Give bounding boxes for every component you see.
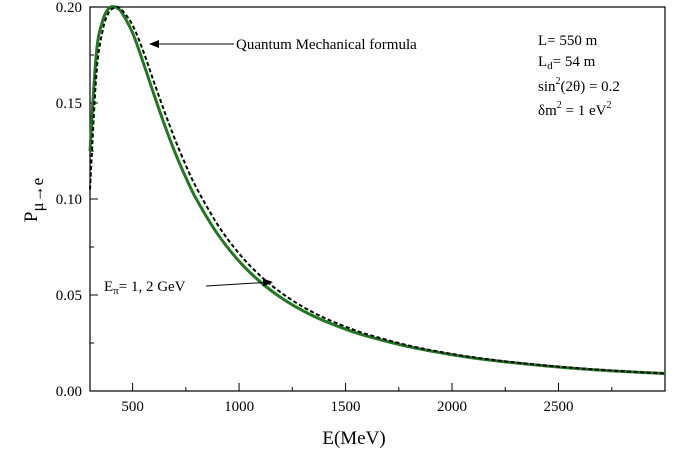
series-line-dashed [89, 5, 666, 375]
epi-annotation-label: Eπ= 1, 2 GeV [104, 279, 186, 297]
param-length: L= 550 m [538, 33, 598, 49]
x-axis-title: E(MeV) [322, 428, 385, 449]
y-tick-label: 0.20 [56, 0, 82, 16]
x-tick-label: 2500 [544, 399, 574, 415]
param-mixing-angle: sin2(2θ) = 0.2 [538, 76, 620, 95]
param-decay-length: Ld= 54 m [538, 54, 596, 72]
y-tick-label: 0.15 [56, 96, 82, 112]
epi-label-main: E [104, 279, 113, 295]
epi-label-sub: π [113, 285, 119, 297]
y-tick-label: 0.00 [56, 384, 82, 400]
parameters-block: L= 550 m Ld= 54 m sin2(2θ) = 0.2 δm2 = 1… [538, 33, 620, 119]
epi-label-rest: = 1, 2 GeV [119, 279, 186, 295]
x-tick-label: 2000 [437, 399, 467, 415]
y-axis-title: Pμ→e [21, 178, 47, 222]
qm-annotation-label: Quantum Mechanical formula [236, 37, 417, 53]
param-mass-splitting: δm2 = 1 eV2 [538, 100, 611, 119]
y-axis-title-sub: μ→e [28, 178, 47, 212]
svg-text:Pμ→e: Pμ→e [21, 178, 47, 222]
x-tick-label: 500 [121, 399, 144, 415]
y-tick-label: 0.10 [56, 192, 82, 208]
y-tick-label: 0.05 [56, 288, 82, 304]
x-tick-label: 1000 [224, 399, 254, 415]
x-tick-label: 1500 [331, 399, 361, 415]
x-axis-ticks: 500 1000 1500 2000 2500 [121, 383, 666, 415]
series-layer [88, 5, 666, 376]
epi-annotation-arrow [205, 278, 273, 287]
y-axis-title-main: P [21, 212, 42, 223]
y-axis-ticks: 0.00 0.05 0.10 0.15 0.20 [56, 0, 98, 400]
